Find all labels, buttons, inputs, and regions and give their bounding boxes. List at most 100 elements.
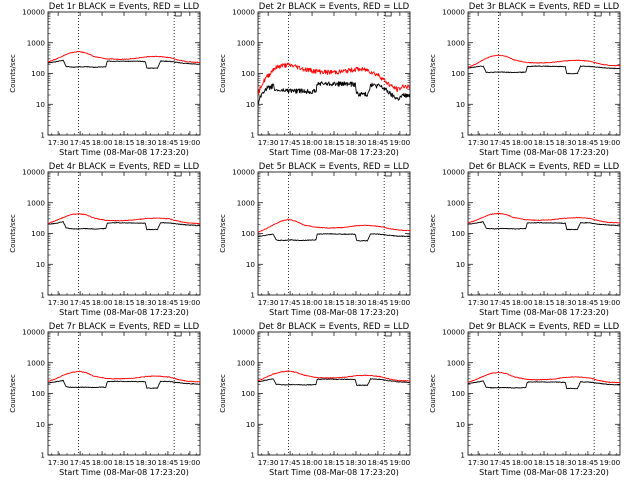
y-tick-label: 1 <box>40 131 45 140</box>
plot-frame <box>257 11 411 136</box>
plot-frame <box>467 11 621 136</box>
plot-frame <box>47 11 201 136</box>
y-tick-label: 10 <box>246 420 256 429</box>
y-tick-label: 10000 <box>232 168 255 177</box>
chart-panel-2: Det 2r BLACK = Events, RED = LLD 17:30 17:… <box>219 2 411 157</box>
y-tick-label: 1000 <box>447 38 466 47</box>
series-line-lld <box>257 62 411 95</box>
x-tick-label: 19:00 <box>390 298 411 307</box>
x-tick-label: 17:30 <box>258 138 279 147</box>
chart-panel-5: Det 5r BLACK = Events, RED = LLD 17:30 17:… <box>219 162 411 317</box>
y-axis-label: Counts/sec <box>429 374 437 413</box>
y-tick-label: 1 <box>40 291 45 300</box>
y-axis-label: Counts/sec <box>9 374 17 413</box>
y-tick-label: 1 <box>40 451 45 460</box>
x-tick-label: 18:15 <box>324 138 345 147</box>
x-tick-label: 18:30 <box>556 138 577 147</box>
x-tick-label: 18:45 <box>158 458 179 467</box>
x-axis-label: Start Time (08-Mar-08 17:23:20) <box>59 308 189 317</box>
y-tick-label: 1000 <box>237 38 256 47</box>
y-tick-label: 10 <box>456 420 466 429</box>
x-tick-label: 18:30 <box>136 458 157 467</box>
x-tick-label: 18:30 <box>346 138 367 147</box>
x-tick-label: 17:30 <box>468 458 489 467</box>
y-tick-label: 100 <box>451 389 465 398</box>
y-tick-label: 100 <box>31 389 45 398</box>
marker-box <box>594 171 602 177</box>
x-tick-label: 18:15 <box>114 138 135 147</box>
series-line-events <box>467 221 621 231</box>
x-tick-label: 18:45 <box>578 138 599 147</box>
marker-box <box>594 331 602 337</box>
x-axis-label: Start Time (08-Mar-08 17:23:20) <box>59 148 189 157</box>
y-tick-label: 1 <box>460 451 465 460</box>
plot-frame <box>467 331 621 456</box>
x-tick-label: 18:15 <box>534 458 555 467</box>
chart-title: Det 4r BLACK = Events, RED = LLD <box>49 162 200 172</box>
y-tick-label: 10 <box>36 100 46 109</box>
y-tick-label: 10 <box>246 100 256 109</box>
y-tick-label: 100 <box>241 229 255 238</box>
x-tick-label: 18:00 <box>512 458 533 467</box>
x-axis-label: Start Time (08-Mar-08 17:23:20) <box>59 468 189 477</box>
x-tick-label: 18:45 <box>368 458 389 467</box>
x-tick-label: 18:45 <box>578 458 599 467</box>
y-tick-label: 10 <box>246 260 256 269</box>
y-tick-label: 10000 <box>232 8 255 17</box>
chart-title: Det 6r BLACK = Events, RED = LLD <box>469 162 620 172</box>
chart-title: Det 9r BLACK = Events, RED = LLD <box>469 322 620 332</box>
x-tick-label: 18:30 <box>346 458 367 467</box>
y-tick-label: 10000 <box>232 328 255 337</box>
x-tick-label: 17:45 <box>280 138 301 147</box>
series-line-lld <box>467 212 621 224</box>
y-axis-label: Counts/sec <box>429 214 437 253</box>
x-tick-label: 17:45 <box>490 298 511 307</box>
x-tick-label: 17:30 <box>48 138 69 147</box>
y-tick-label: 10000 <box>442 168 465 177</box>
y-tick-label: 1 <box>460 131 465 140</box>
x-tick-label: 18:00 <box>92 458 113 467</box>
chart-panel-3: Det 3r BLACK = Events, RED = LLD 17:30 17:… <box>429 2 621 157</box>
x-tick-label: 18:00 <box>92 138 113 147</box>
x-tick-label: 17:45 <box>280 458 301 467</box>
x-axis-label: Start Time (08-Mar-08 17:23:20) <box>269 308 399 317</box>
chart-panel-6: Det 6r BLACK = Events, RED = LLD 17:30 17:… <box>429 162 621 317</box>
chart-panel-8: Det 8r BLACK = Events, RED = LLD 17:30 17:… <box>219 322 411 477</box>
x-tick-label: 18:30 <box>346 298 367 307</box>
y-tick-label: 100 <box>241 69 255 78</box>
x-tick-label: 17:45 <box>70 138 91 147</box>
x-tick-label: 18:30 <box>136 298 157 307</box>
x-tick-label: 19:00 <box>600 458 621 467</box>
x-axis-label: Start Time (08-Mar-08 17:23:20) <box>479 308 609 317</box>
y-tick-label: 100 <box>241 389 255 398</box>
x-tick-label: 18:00 <box>92 298 113 307</box>
x-tick-label: 18:15 <box>114 458 135 467</box>
x-axis-label: Start Time (08-Mar-08 17:23:20) <box>479 148 609 157</box>
plot-frame <box>47 331 201 456</box>
series-line-events <box>257 378 411 387</box>
y-axis-label: Counts/sec <box>429 54 437 93</box>
x-tick-label: 18:00 <box>512 138 533 147</box>
y-tick-label: 1000 <box>27 38 46 47</box>
x-tick-label: 19:00 <box>390 458 411 467</box>
y-tick-label: 10 <box>456 260 466 269</box>
x-tick-label: 19:00 <box>390 138 411 147</box>
marker-box <box>174 11 182 17</box>
y-tick-label: 100 <box>31 69 45 78</box>
x-tick-label: 18:00 <box>302 458 323 467</box>
marker-box <box>174 331 182 337</box>
chart-panel-1: Det 1r BLACK = Events, RED = LLD 17:30 17:… <box>9 2 201 157</box>
series-line-events <box>257 81 411 105</box>
y-axis-label: Counts/sec <box>219 374 227 413</box>
plot-frame <box>467 171 621 296</box>
x-tick-label: 17:30 <box>258 458 279 467</box>
marker-box <box>594 11 602 17</box>
chart-panel-7: Det 7r BLACK = Events, RED = LLD 17:30 17:… <box>9 322 201 477</box>
x-tick-label: 18:15 <box>534 138 555 147</box>
chart-title: Det 2r BLACK = Events, RED = LLD <box>259 2 410 12</box>
series-line-lld <box>47 50 201 64</box>
x-tick-label: 17:30 <box>258 298 279 307</box>
x-tick-label: 17:30 <box>48 298 69 307</box>
series-line-events <box>467 380 621 390</box>
